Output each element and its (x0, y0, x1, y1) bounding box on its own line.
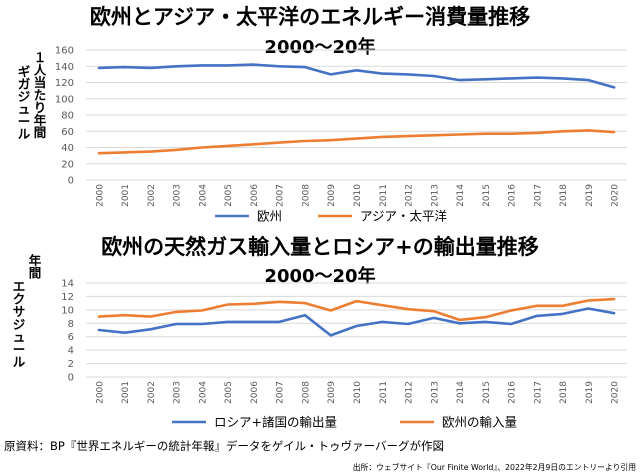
chart1-y-axis-label: １人当たり年間ギガジュール (18, 50, 47, 142)
chart2-title: 欧州の天然ガス輸入量とロシア+の輸出量推移 (101, 235, 539, 259)
chart2-y-tick-label: 0 (68, 373, 74, 384)
chart2-x-tick-label: 2006 (250, 381, 260, 404)
chart2-x-tick-label: 2020 (611, 381, 621, 404)
chart1-x-tick-label: 2009 (327, 184, 337, 207)
chart1-y-tick-label: 20 (61, 159, 74, 170)
chart1-y-tick-label: 0 (68, 176, 74, 187)
chart1-x-tick-label: 2002 (147, 184, 157, 207)
chart1-x-tick-label: 2007 (276, 184, 286, 207)
chart2-x-tick-label: 2002 (147, 381, 157, 404)
chart1-x-tick-label: 2003 (173, 184, 183, 207)
chart1-y-tick-label: 140 (55, 62, 74, 73)
chart2-x-tick-label: 2001 (121, 381, 131, 404)
chart1-x-tick-label: 2020 (611, 184, 621, 207)
chart2-y-tick-label: 6 (68, 332, 74, 343)
chart1-x-tick-label: 2015 (482, 184, 492, 207)
chart1-x-tick-label: 2004 (198, 184, 208, 207)
chart2-x-tick-label: 2000 (95, 381, 105, 404)
chart1-y-tick-label: 60 (61, 127, 74, 138)
chart1-y-tick-label: 120 (55, 78, 74, 89)
chart1-y-tick-label: 100 (55, 94, 74, 105)
chart2-x-tick-label: 2008 (301, 381, 311, 404)
chart1-x-tick-label: 2000 (95, 184, 105, 207)
chart1-legend-label-2: アジア・太平洋 (360, 209, 447, 224)
chart2-x-tick-label: 2016 (508, 381, 518, 404)
chart1-title: 欧州とアジア・太平洋のエネルギー消費量推移 (90, 5, 530, 29)
chart1-legend-label-1: 欧州 (257, 209, 282, 224)
chart1-series-line-1 (97, 63, 616, 89)
chart1-y-tick-label: 40 (61, 143, 74, 154)
chart2-x-tick-label: 2015 (482, 381, 492, 404)
chart2-x-tick-label: 2011 (379, 381, 389, 404)
chart2-x-tick-label: 2014 (456, 381, 466, 404)
chart2-y-tick-label: 10 (61, 305, 74, 316)
chart1-y-tick-label: 80 (61, 111, 74, 122)
chart1-x-tick-label: 2011 (379, 184, 389, 207)
chart1-plot: 0 20 40 60 80 100 120 140 160 2000 2001 2002 2003 200… (55, 46, 627, 224)
chart2-plot: 0 2 4 6 8 10 12 14 2000 2001 2002 2003 2004 2005 2006 2… (61, 279, 627, 430)
chart1-x-tick-label: 2014 (456, 184, 466, 207)
chart2-x-tick-label: 2018 (559, 381, 569, 404)
chart2-y-tick-label: 2 (68, 359, 74, 370)
chart2-x-tick-label: 2009 (327, 381, 337, 404)
chart2-x-tick-label: 2012 (405, 381, 415, 404)
chart2-series-line-1 (97, 307, 616, 337)
chart1-x-tick-label: 2016 (508, 184, 518, 207)
chart1-subtitle: 2000〜20年 (264, 36, 375, 58)
chart1-x-tick-label: 2017 (533, 184, 543, 207)
chart2-y-tick-label: 12 (61, 292, 74, 303)
chart2-x-tick-label: 2003 (173, 381, 183, 404)
chart2-x-tick-label: 2007 (276, 381, 286, 404)
chart2-x-tick-label: 2010 (353, 381, 363, 404)
chart1-x-tick-label: 2008 (301, 184, 311, 207)
chart1-x-tick-label: 2005 (224, 184, 234, 207)
chart2-subtitle: 2000〜20年 (264, 265, 375, 287)
chart1-x-tick-label: 2006 (250, 184, 260, 207)
chart2-x-tick-label: 2004 (198, 381, 208, 404)
chart2-x-tick-label: 2017 (533, 381, 543, 404)
source-note: 原資料：BP『世界エネルギーの統計年報』データをゲイル・トゥヴァーバーグが作図 (4, 439, 444, 453)
citation-note: 出所：ウェブサイト『Our Finite World』、2022年2月9日のエン… (353, 462, 636, 472)
chart1-x-tick-label: 2001 (121, 184, 131, 207)
chart2-y-axis-label: 年間エクサジュール (13, 253, 42, 370)
chart2-y-tick-label: 4 (68, 346, 74, 357)
chart1-x-tick-label: 2019 (585, 184, 595, 207)
chart2-x-tick-label: 2013 (430, 381, 440, 404)
chart1-x-tick-label: 2018 (559, 184, 569, 207)
chart2-x-tick-label: 2005 (224, 381, 234, 404)
chart2-y-tick-label: 14 (61, 279, 74, 290)
chart1-series-line-2 (97, 129, 616, 155)
chart2-legend-label-1: ロシア+諸国の輸出量 (214, 415, 337, 430)
chart2-series-line-2 (97, 297, 616, 322)
chart2-x-tick-label: 2019 (585, 381, 595, 404)
chart1-x-tick-label: 2010 (353, 184, 363, 207)
chart1-x-tick-label: 2013 (430, 184, 440, 207)
chart1-y-tick-label: 160 (55, 46, 74, 57)
chart2-legend-label-2: 欧州の輸入量 (442, 415, 517, 430)
chart2-y-tick-label: 8 (68, 319, 74, 330)
chart1-x-tick-label: 2012 (405, 184, 415, 207)
